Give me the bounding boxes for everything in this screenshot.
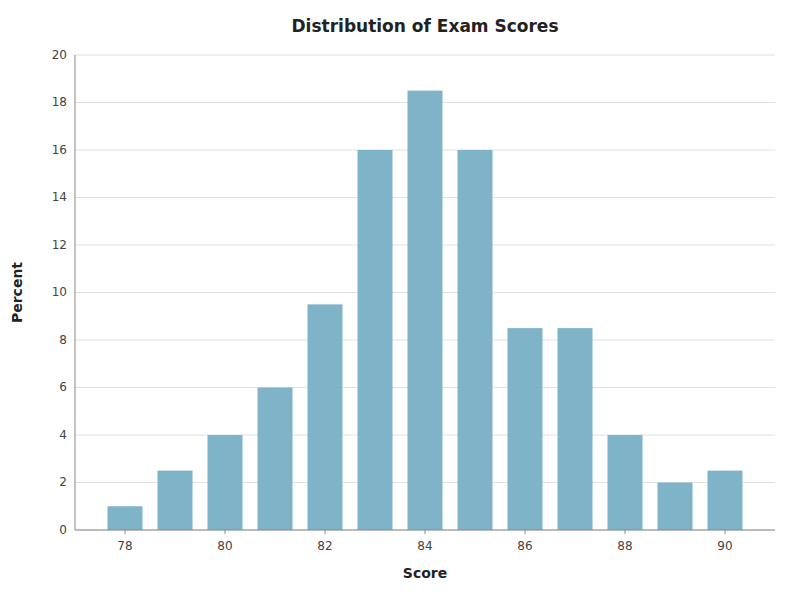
bar [558, 328, 593, 530]
x-tick [225, 530, 226, 534]
y-axis [75, 55, 76, 530]
x-tick-label: 86 [517, 539, 532, 553]
x-tick-label: 80 [217, 539, 232, 553]
grid-line [75, 55, 775, 56]
y-tick-label: 16 [52, 143, 67, 157]
title: Distribution of Exam Scores [291, 16, 558, 36]
x-tick-label: 82 [317, 539, 332, 553]
x-tick [325, 530, 326, 534]
bar [458, 150, 493, 530]
bar [708, 471, 743, 530]
bar [158, 471, 193, 530]
y-tick-label: 10 [52, 285, 67, 299]
x-tick-label: 88 [617, 539, 632, 553]
bar [508, 328, 543, 530]
y-tick-label: 12 [52, 238, 67, 252]
bar [608, 435, 643, 530]
x-tick [425, 530, 426, 534]
x-tick-label: 78 [117, 539, 132, 553]
x-tick [525, 530, 526, 534]
x-tick-label: 90 [717, 539, 732, 553]
bar [208, 435, 243, 530]
x-axis-label: Score [403, 565, 447, 581]
y-tick-label: 18 [52, 95, 67, 109]
y-tick-label: 0 [59, 523, 67, 537]
bar [108, 506, 143, 530]
bar [308, 304, 343, 530]
x-tick-label: 84 [417, 539, 432, 553]
chart: 0 2 4 6 8 10 12 14 16 18 20 78 80 82 84 86 88 90 Distribut… [0, 0, 800, 600]
x-tick [625, 530, 626, 534]
bar [658, 483, 693, 531]
y-tick-label: 4 [59, 428, 67, 442]
y-tick-label: 2 [59, 475, 67, 489]
bar [258, 388, 293, 531]
y-tick-label: 14 [52, 190, 67, 204]
x-tick [725, 530, 726, 534]
bar [408, 91, 443, 530]
y-tick-label: 6 [59, 380, 67, 394]
x-tick [125, 530, 126, 534]
y-grid [75, 55, 775, 530]
y-tick-label: 8 [59, 333, 67, 347]
y-tick-label: 20 [52, 48, 67, 62]
bars [108, 91, 743, 530]
bar [358, 150, 393, 530]
y-axis-label: Percent [9, 262, 25, 323]
